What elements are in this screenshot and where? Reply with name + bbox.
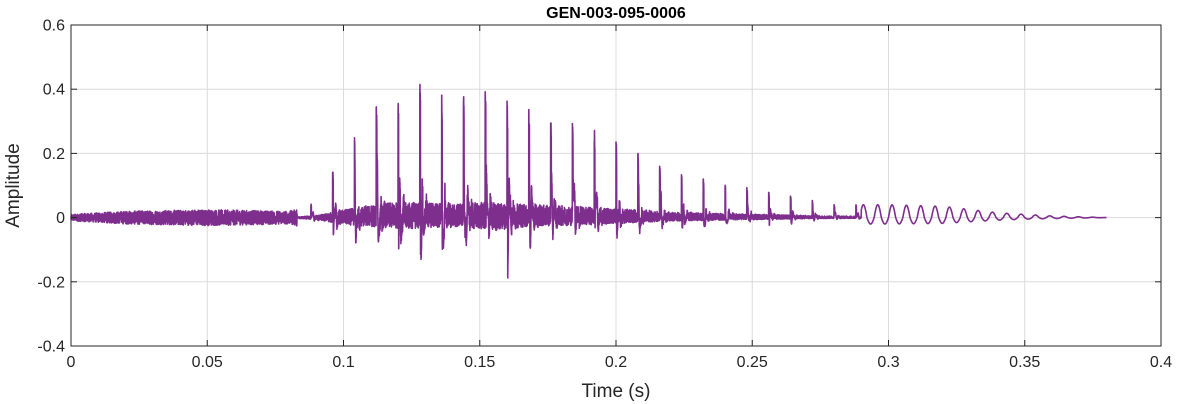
y-axis-label: Amplitude (3, 143, 24, 228)
x-tick-label: 0.3 (877, 354, 899, 371)
x-axis-label: Time (s) (582, 381, 651, 402)
x-tick-label: 0.05 (192, 354, 223, 371)
x-tick-label: 0.4 (1150, 354, 1172, 371)
signal-line (70, 83, 1108, 279)
y-tick-label: 0.4 (43, 82, 65, 99)
x-axis-ticks: 0 0.05 0.1 0.15 0.2 0.25 0.3 0.35 0.4 (67, 25, 1172, 371)
x-tick-label: 0.2 (605, 354, 627, 371)
y-tick-label: -0.4 (37, 339, 65, 356)
x-tick-label: 0.15 (464, 354, 495, 371)
y-tick-label: 0 (56, 210, 65, 227)
y-tick-label: 0.6 (43, 18, 65, 35)
x-tick-label: 0.25 (737, 354, 768, 371)
y-axis-ticks: -0.4 -0.2 0 0.2 0.4 0.6 (37, 18, 1161, 356)
x-tick-label: 0.1 (332, 354, 354, 371)
signal (70, 83, 1108, 279)
chart-title: GEN-003-095-0006 (546, 5, 686, 22)
x-tick-label: 0 (67, 354, 76, 371)
x-tick-label: 0.35 (1009, 354, 1040, 371)
y-tick-label: 0.2 (43, 146, 65, 163)
y-tick-label: -0.2 (37, 274, 65, 291)
